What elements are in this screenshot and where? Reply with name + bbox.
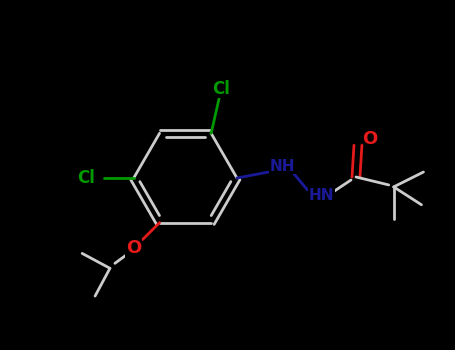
Text: O: O bbox=[362, 130, 378, 148]
Text: Cl: Cl bbox=[212, 80, 230, 98]
Text: NH: NH bbox=[270, 159, 295, 174]
Text: Cl: Cl bbox=[77, 169, 95, 187]
Text: O: O bbox=[126, 239, 142, 258]
Text: HN: HN bbox=[308, 188, 334, 203]
